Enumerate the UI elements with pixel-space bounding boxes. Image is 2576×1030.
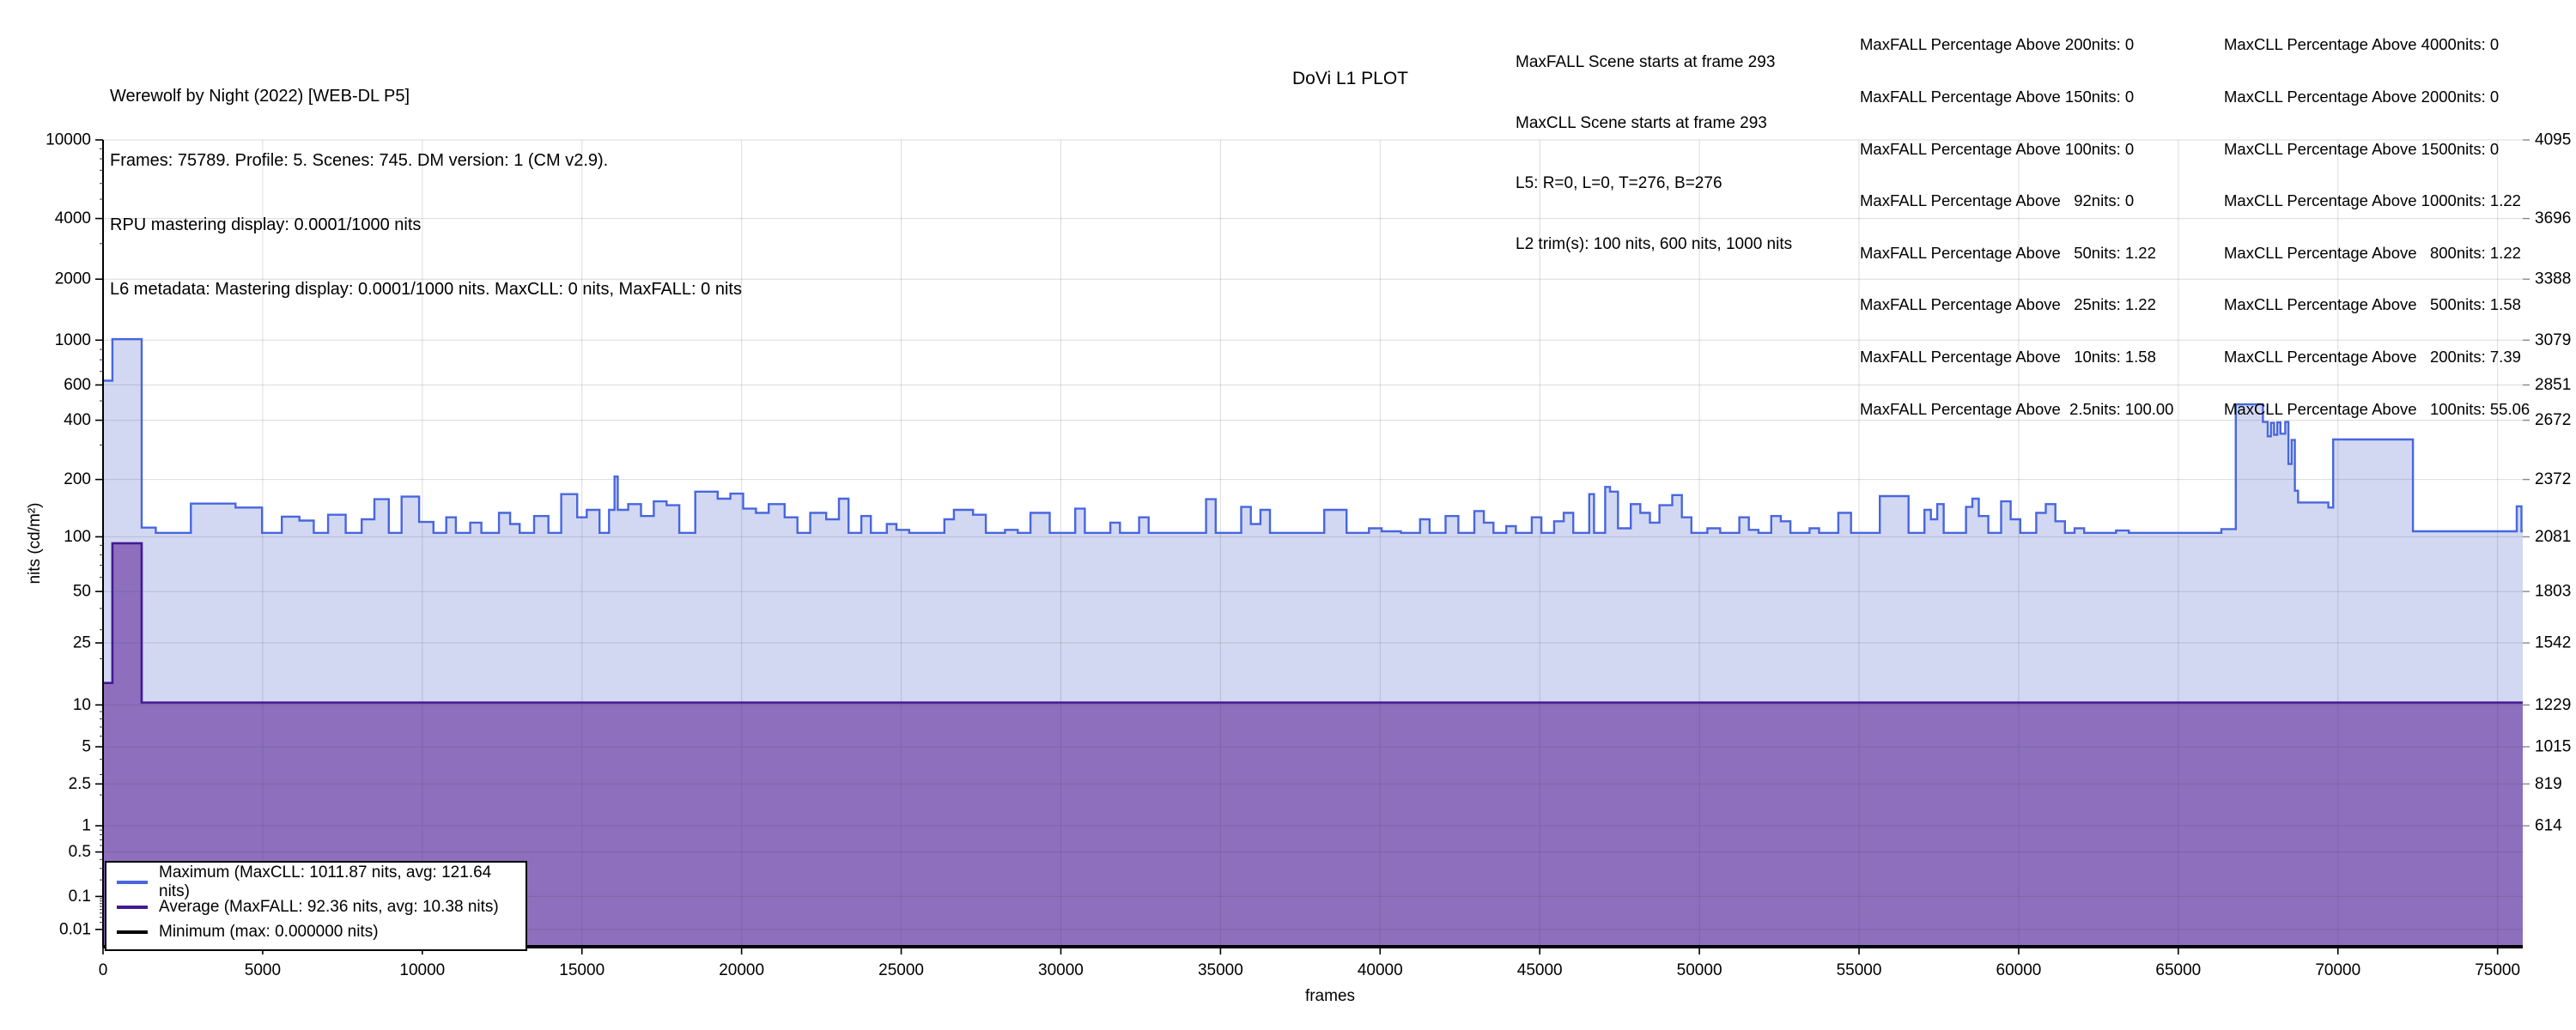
l5-offsets: L5: R=0, L=0, T=276, B=276 [1516,174,1722,192]
svg-text:1000: 1000 [55,331,91,349]
table-row: MaxCLL Percentage Above 200nits: 7.39 [2224,348,2521,367]
svg-text:819: 819 [2535,775,2562,793]
svg-text:2372: 2372 [2535,470,2571,488]
svg-text:10000: 10000 [46,131,91,149]
legend-label: Minimum (max: 0.000000 nits) [159,922,379,941]
chart-legend: Maximum (MaxCLL: 1011.87 nits, avg: 121.… [105,861,527,951]
svg-text:2672: 2672 [2535,411,2571,429]
gridlines [102,139,2523,947]
svg-text:0.5: 0.5 [69,843,91,861]
legend-item-minimum: Minimum (max: 0.000000 nits) [117,919,526,944]
svg-text:45000: 45000 [1517,961,1563,979]
svg-text:0: 0 [99,961,108,979]
x-axis-title: frames [1305,987,1355,1005]
svg-text:100: 100 [64,528,91,546]
table-row: MaxCLL Percentage Above 500nits: 1.58 [2224,295,2521,314]
table-row: MaxCLL Percentage Above 2000nits: 0 [2224,88,2500,106]
average-series-fill [103,542,2523,947]
svg-text:1015: 1015 [2535,738,2571,756]
minimum-line-swatch [117,930,148,934]
svg-text:0.01: 0.01 [59,920,91,938]
svg-text:65000: 65000 [2155,961,2201,979]
svg-text:614: 614 [2535,817,2562,835]
svg-text:10: 10 [73,696,91,714]
svg-text:30000: 30000 [1038,961,1084,979]
table-row: MaxFALL Percentage Above 150nits: 0 [1860,88,2135,106]
table-row: MaxCLL Percentage Above 800nits: 1.22 [2224,243,2521,262]
maxcll-scene-start: MaxCLL Scene starts at frame 293 [1516,113,1767,132]
svg-text:200: 200 [64,470,91,488]
file-info-block: Werewolf by Night (2022) [WEB-DL P5] Fra… [110,43,742,343]
svg-text:4095: 4095 [2535,131,2571,149]
svg-text:75000: 75000 [2475,961,2520,979]
svg-text:2000: 2000 [55,270,91,288]
svg-text:3388: 3388 [2535,270,2571,288]
svg-text:25000: 25000 [878,961,924,979]
svg-text:2851: 2851 [2535,376,2571,394]
svg-text:50000: 50000 [1677,961,1722,979]
table-row: MaxCLL Percentage Above 4000nits: 0 [2224,35,2500,54]
svg-text:55000: 55000 [1837,961,1882,979]
svg-text:600: 600 [64,376,91,394]
table-row: MaxFALL Percentage Above 92nits: 0 [1860,191,2135,210]
legend-item-average: Average (MaxFALL: 92.36 nits, avg: 10.38… [117,894,526,919]
scene-info-block: MaxFALL Scene starts at frame 293 MaxCLL… [1516,12,1792,294]
axis-labels: 1000040002000100060040020010050251052.51… [26,131,2571,1006]
svg-text:400: 400 [64,411,91,429]
table-row: MaxCLL Percentage Above 100nits: 55.06 [2224,399,2530,418]
average-line-swatch [117,905,148,909]
svg-text:15000: 15000 [559,961,605,979]
legend-label: Average (MaxFALL: 92.36 nits, avg: 10.38… [159,897,499,916]
svg-text:5: 5 [82,738,91,756]
table-row: MaxFALL Percentage Above 2.5nits: 100.00 [1860,399,2174,418]
svg-text:25: 25 [73,634,91,652]
legend-item-maximum: Maximum (MaxCLL: 1011.87 nits, avg: 121.… [117,863,526,900]
table-row: MaxCLL Percentage Above 1500nits: 0 [2224,139,2500,158]
table-row: MaxFALL Percentage Above 100nits: 0 [1860,139,2135,158]
maxcll-percentage-table: MaxCLL Percentage Above 4000nits: 0 MaxC… [2224,2,2530,452]
svg-text:4000: 4000 [55,209,91,227]
l6-metadata: L6 metadata: Mastering display: 0.0001/1… [110,280,742,299]
svg-text:2081: 2081 [2535,528,2571,546]
table-row: MaxFALL Percentage Above 10nits: 1.58 [1860,348,2156,367]
average-series-line [103,542,2523,704]
svg-text:40000: 40000 [1358,961,1403,979]
maximum-series-line [103,337,2523,534]
file-stats: Frames: 75789. Profile: 5. Scenes: 745. … [110,151,609,170]
plot-title: DoVi L1 PLOT [1292,69,1409,88]
maxfall-percentage-table: MaxFALL Percentage Above 200nits: 0 MaxF… [1860,2,2173,452]
rpu-mastering-display: RPU mastering display: 0.0001/1000 nits [110,215,422,234]
svg-text:2.5: 2.5 [69,775,91,793]
svg-text:20000: 20000 [719,961,764,979]
svg-text:0.1: 0.1 [69,888,91,906]
svg-text:5000: 5000 [245,961,281,979]
svg-text:1803: 1803 [2535,583,2571,601]
table-row: MaxCLL Percentage Above 1000nits: 1.22 [2224,191,2521,210]
svg-text:3696: 3696 [2535,209,2571,227]
svg-text:50: 50 [73,583,91,601]
file-title: Werewolf by Night (2022) [WEB-DL P5] [110,87,410,106]
maxfall-scene-start: MaxFALL Scene starts at frame 293 [1516,53,1776,71]
svg-text:35000: 35000 [1198,961,1243,979]
legend-label: Maximum (MaxCLL: 1011.87 nits, avg: 121.… [159,863,492,900]
table-row: MaxFALL Percentage Above 50nits: 1.22 [1860,243,2156,262]
svg-text:1542: 1542 [2535,634,2571,652]
svg-text:1: 1 [82,817,91,835]
svg-text:10000: 10000 [399,961,445,979]
table-row: MaxFALL Percentage Above 200nits: 0 [1860,35,2135,54]
svg-text:1229: 1229 [2535,696,2571,714]
svg-text:70000: 70000 [2315,961,2360,979]
l2-trims: L2 trim(s): 100 nits, 600 nits, 1000 nit… [1516,234,1793,253]
svg-text:3079: 3079 [2535,331,2571,349]
maximum-line-swatch [117,880,148,884]
y-axis-title: nits (cd/m²) [26,503,44,585]
svg-text:60000: 60000 [1996,961,2042,979]
table-row: MaxFALL Percentage Above 25nits: 1.22 [1860,295,2156,314]
series-fills [103,339,2523,948]
